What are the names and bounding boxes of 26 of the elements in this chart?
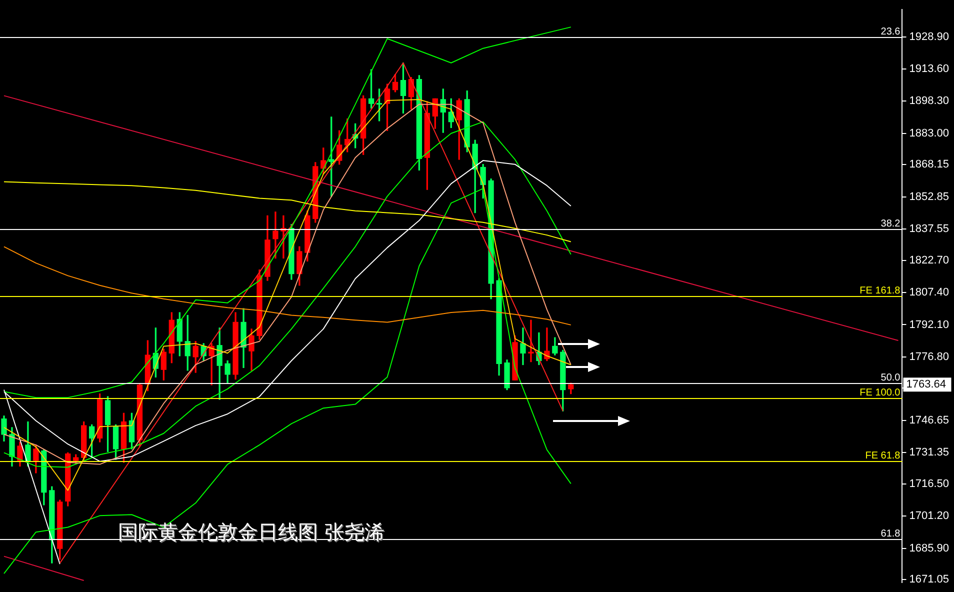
y-tick-label: 1822.70 (909, 254, 950, 266)
annotation: 38.2 (880, 218, 901, 230)
y-tick-label: 1883.00 (909, 127, 950, 140)
text: 国际黄金伦敦金日线图 张尧浠 (118, 519, 384, 546)
y-tick-label: 1746.65 (909, 414, 950, 426)
text: 1763.64 (906, 378, 946, 391)
ref-line-label: FE 161.8 (860, 285, 901, 296)
y-tick-label: 1776.80 (909, 350, 950, 363)
y-tick-label: 1671.05 (909, 574, 950, 586)
y-tick-label: 1716.50 (909, 478, 950, 490)
y-tick-label: 1852.85 (909, 190, 950, 203)
y-tick-label: 1837.55 (909, 223, 950, 236)
y-tick-label: 1792.10 (909, 318, 950, 331)
ref-line-label: FE 100.0 (860, 387, 901, 398)
y-tick-label: 1731.35 (909, 446, 950, 459)
annotation: 23.6 (880, 26, 901, 38)
y-tick-label: 1928.90 (909, 30, 950, 43)
annotation: 50.0 (880, 372, 901, 384)
annotation: 61.8 (880, 528, 901, 540)
y-tick-label: 1685.90 (909, 542, 950, 554)
y-tick-label: 1868.15 (909, 158, 950, 171)
ref-line-label: FE 61.8 (865, 450, 901, 462)
y-tick-label: 1898.30 (909, 95, 950, 108)
y-tick-label: 1807.40 (909, 286, 950, 299)
y-tick-label: 1701.20 (909, 510, 950, 522)
y-tick-label: 1913.60 (909, 62, 950, 75)
